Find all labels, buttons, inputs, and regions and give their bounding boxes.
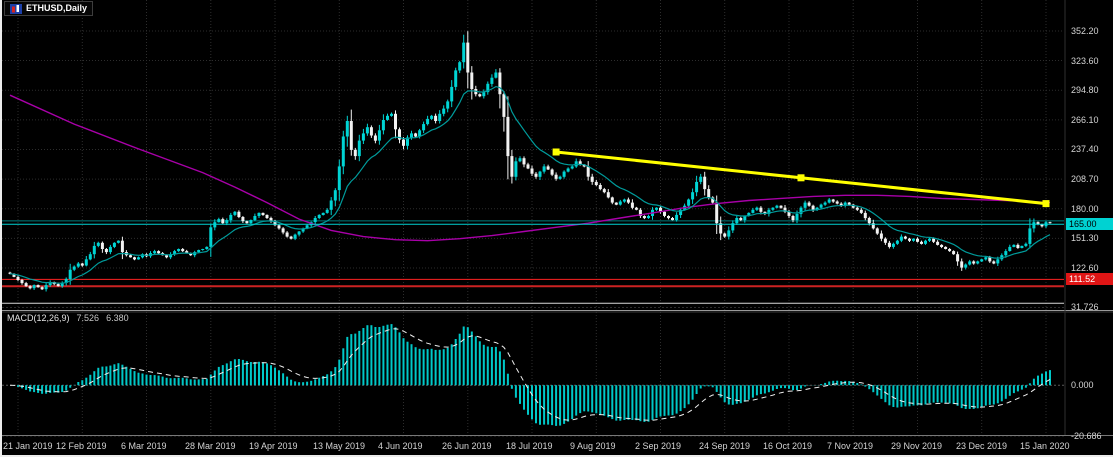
trendline-handle bbox=[1042, 200, 1050, 208]
pane-separators[interactable] bbox=[2, 0, 1113, 436]
candlestick-chart-icon bbox=[10, 3, 22, 14]
macd-signal-line bbox=[9, 328, 1051, 421]
indicator-value-macd: 7.526 bbox=[76, 313, 100, 323]
trendline[interactable] bbox=[552, 148, 1050, 208]
alert-price-badge: 111.52 bbox=[1066, 273, 1113, 285]
chart-title: ETHUSD,Daily bbox=[26, 3, 88, 13]
macd-pane bbox=[2, 307, 1064, 437]
trendline-handle bbox=[552, 148, 560, 156]
current-price-badge: 165.00 bbox=[1066, 218, 1113, 230]
candles-layer bbox=[8, 31, 1052, 292]
indicator-name: MACD(12,26,9) bbox=[7, 313, 70, 323]
chart-title-box[interactable]: ETHUSD,Daily bbox=[4, 1, 94, 16]
trendline-handle bbox=[797, 174, 805, 182]
horizontal-lines[interactable] bbox=[2, 220, 1064, 304]
grid-layer bbox=[2, 0, 1064, 434]
moving-averages bbox=[9, 85, 1051, 284]
indicator-label: MACD(12,26,9) 7.526 6.380 bbox=[7, 313, 129, 323]
indicator-value-signal: 6.380 bbox=[106, 313, 129, 323]
